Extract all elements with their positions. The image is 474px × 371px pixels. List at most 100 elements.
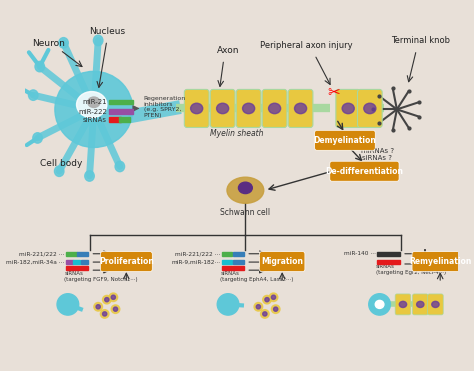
- Bar: [109, 118, 121, 122]
- Ellipse shape: [102, 312, 107, 316]
- Ellipse shape: [254, 302, 263, 311]
- Text: siRNAs
(targeting FGF9, Notch1···): siRNAs (targeting FGF9, Notch1···): [64, 271, 138, 282]
- Text: Remyelination: Remyelination: [409, 257, 471, 266]
- Ellipse shape: [263, 312, 267, 316]
- Text: Cell body: Cell body: [40, 159, 82, 168]
- Ellipse shape: [35, 61, 45, 72]
- FancyBboxPatch shape: [236, 89, 261, 128]
- Ellipse shape: [369, 294, 391, 315]
- Ellipse shape: [55, 71, 133, 147]
- FancyBboxPatch shape: [395, 294, 411, 315]
- Bar: [221, 260, 232, 264]
- Ellipse shape: [263, 295, 271, 304]
- FancyBboxPatch shape: [412, 252, 468, 272]
- Ellipse shape: [55, 166, 64, 177]
- Ellipse shape: [256, 305, 261, 309]
- Text: Regeneration
inhibitors
(e.g. SPRY2,
PTEN): Regeneration inhibitors (e.g. SPRY2, PTE…: [144, 96, 186, 118]
- Text: Axon: Axon: [217, 46, 239, 55]
- Text: siRNAs
(targeting Egr2, Necl-4···): siRNAs (targeting Egr2, Necl-4···): [376, 264, 446, 275]
- Ellipse shape: [399, 301, 407, 308]
- Text: Schwann cell: Schwann cell: [220, 209, 271, 217]
- Ellipse shape: [375, 301, 384, 308]
- Ellipse shape: [294, 103, 307, 114]
- Ellipse shape: [111, 295, 116, 299]
- Bar: [377, 252, 400, 256]
- Bar: [118, 118, 130, 122]
- Ellipse shape: [217, 103, 228, 114]
- Text: miRNAs ?
siRNAs ?: miRNAs ? siRNAs ?: [361, 148, 394, 161]
- Bar: [377, 260, 400, 264]
- Ellipse shape: [432, 301, 439, 308]
- Ellipse shape: [227, 177, 264, 203]
- Bar: [66, 260, 73, 264]
- Ellipse shape: [269, 103, 281, 114]
- Ellipse shape: [28, 90, 38, 101]
- FancyBboxPatch shape: [428, 294, 443, 315]
- Bar: [109, 109, 133, 114]
- Text: miR-221/222 ···: miR-221/222 ···: [175, 251, 220, 256]
- FancyBboxPatch shape: [330, 161, 399, 181]
- FancyBboxPatch shape: [336, 89, 361, 128]
- Bar: [233, 260, 244, 264]
- Ellipse shape: [33, 133, 42, 143]
- Ellipse shape: [364, 103, 376, 114]
- Ellipse shape: [115, 161, 125, 172]
- Bar: [233, 252, 244, 256]
- Ellipse shape: [271, 295, 276, 299]
- Ellipse shape: [243, 103, 255, 114]
- Bar: [77, 252, 88, 256]
- FancyBboxPatch shape: [330, 88, 335, 128]
- Ellipse shape: [271, 305, 280, 313]
- Text: miR-140 ···: miR-140 ···: [344, 251, 376, 256]
- Text: Neuron: Neuron: [32, 39, 65, 47]
- Ellipse shape: [273, 307, 278, 311]
- Text: siRNAs
(targeting EphA4, Lass2···): siRNAs (targeting EphA4, Lass2···): [220, 271, 293, 282]
- Ellipse shape: [96, 305, 100, 309]
- Ellipse shape: [191, 103, 203, 114]
- Text: ✂: ✂: [328, 85, 340, 100]
- Text: De-differentiation: De-differentiation: [326, 167, 403, 176]
- Bar: [66, 252, 76, 256]
- Text: miR-9,miR-182···: miR-9,miR-182···: [171, 260, 220, 265]
- Ellipse shape: [88, 97, 100, 108]
- Ellipse shape: [261, 310, 269, 318]
- Text: miR-21: miR-21: [82, 99, 107, 105]
- Ellipse shape: [269, 293, 278, 302]
- Text: Proliferation: Proliferation: [99, 257, 154, 266]
- Ellipse shape: [93, 35, 103, 46]
- Ellipse shape: [342, 103, 354, 114]
- FancyBboxPatch shape: [100, 252, 152, 272]
- Ellipse shape: [113, 307, 118, 311]
- FancyBboxPatch shape: [259, 252, 305, 272]
- FancyBboxPatch shape: [412, 294, 428, 315]
- Ellipse shape: [102, 295, 111, 304]
- Ellipse shape: [76, 92, 107, 118]
- Text: miR-182,miR-34a ···: miR-182,miR-34a ···: [6, 260, 64, 265]
- Text: Demyelination: Demyelination: [313, 136, 376, 145]
- FancyBboxPatch shape: [184, 89, 209, 128]
- Ellipse shape: [238, 182, 252, 194]
- Ellipse shape: [59, 37, 68, 48]
- Ellipse shape: [265, 298, 269, 302]
- Text: miR-222: miR-222: [78, 109, 107, 115]
- FancyBboxPatch shape: [315, 130, 375, 150]
- Bar: [221, 252, 232, 256]
- Text: Terminal knob: Terminal knob: [391, 36, 450, 45]
- Ellipse shape: [109, 293, 118, 302]
- FancyBboxPatch shape: [210, 89, 235, 128]
- Text: Nucleus: Nucleus: [89, 27, 125, 36]
- Text: siRNAs: siRNAs: [83, 117, 107, 123]
- Ellipse shape: [100, 310, 109, 318]
- Text: Myelin sheath: Myelin sheath: [210, 129, 264, 138]
- Bar: [221, 266, 244, 270]
- Ellipse shape: [105, 298, 109, 302]
- Ellipse shape: [57, 294, 79, 315]
- Bar: [66, 266, 88, 270]
- Ellipse shape: [217, 294, 239, 315]
- Ellipse shape: [417, 301, 424, 308]
- Text: Peripheral axon injury: Peripheral axon injury: [260, 41, 352, 50]
- Ellipse shape: [111, 305, 120, 313]
- Text: miR-221/222 ···: miR-221/222 ···: [19, 251, 64, 256]
- FancyBboxPatch shape: [288, 89, 313, 128]
- Bar: [109, 100, 133, 104]
